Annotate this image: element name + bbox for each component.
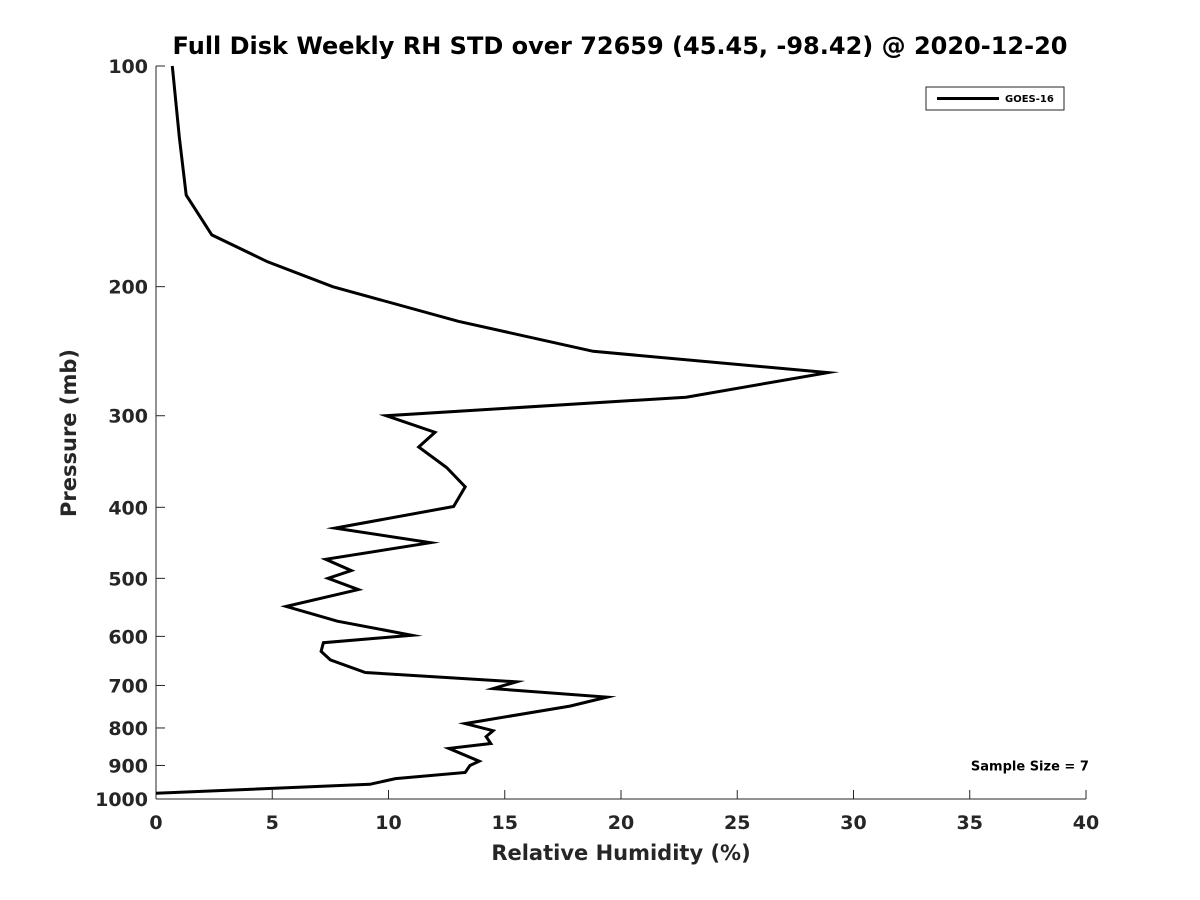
- y-axis-label: Pressure (mb): [57, 349, 81, 517]
- y-tick-label: 300: [108, 406, 148, 428]
- y-axis-ticks: 100 200 300 400 500 600 700 800 900 1000: [95, 56, 165, 811]
- series-line-goes-16: [155, 65, 840, 795]
- x-tick-label: 40: [1073, 812, 1099, 834]
- y-tick-label: 900: [108, 755, 148, 777]
- x-tick-label: 15: [492, 812, 518, 834]
- legend: GOES-16: [925, 86, 1065, 111]
- x-tick-label: 30: [840, 812, 866, 834]
- plot-area: 0 5 10 15 20 25 30 35 40 100 200 300 400 500 600 700 80…: [95, 56, 1099, 834]
- x-tick-label: 0: [149, 812, 162, 834]
- y-tick-label: 700: [108, 675, 148, 697]
- y-tick-label: 1000: [95, 789, 148, 811]
- x-axis-ticks: 0 5 10 15 20 25 30 35 40: [149, 790, 1099, 834]
- y-tick-label: 600: [108, 626, 148, 648]
- x-tick-label: 5: [266, 812, 279, 834]
- y-tick-label: 200: [108, 277, 148, 299]
- x-tick-label: 35: [957, 812, 983, 834]
- y-tick-label: 800: [108, 718, 148, 740]
- sample-size-annotation: Sample Size = 7: [971, 759, 1089, 774]
- chart-title: Full Disk Weekly RH STD over 72659 (45.4…: [173, 32, 1068, 60]
- x-tick-label: 25: [724, 812, 750, 834]
- series-group: [155, 65, 840, 795]
- x-axis-label: Relative Humidity (%): [491, 841, 750, 865]
- x-tick-label: 20: [608, 812, 634, 834]
- y-tick-label: 100: [108, 56, 148, 78]
- y-tick-label: 400: [108, 497, 148, 519]
- legend-label-goes-16: GOES-16: [1005, 94, 1054, 105]
- x-tick-label: 10: [375, 812, 401, 834]
- y-tick-label: 500: [108, 568, 148, 590]
- annotation-group: Sample Size = 7: [971, 759, 1089, 774]
